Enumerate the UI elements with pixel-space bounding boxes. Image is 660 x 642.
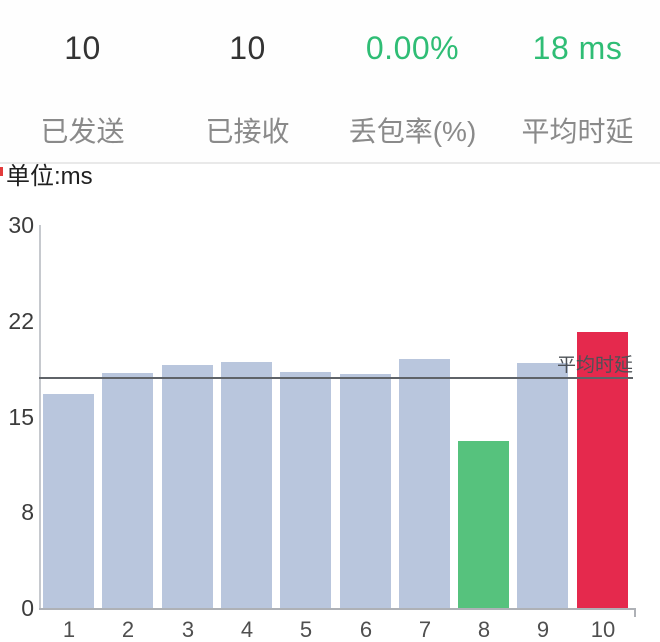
left-edge-red-mark — [0, 167, 3, 176]
stat-packet-loss-label: 丢包率(%) — [348, 116, 477, 147]
y-tick-label: 30 — [8, 212, 34, 238]
bar-chart: 平均时延 30 22 15 8 0 1 2 3 4 5 6 7 8 9 10 — [8, 212, 636, 642]
average-latency-line — [39, 377, 633, 379]
stat-avg-latency: 18 ms 平均时延 — [495, 0, 660, 162]
y-tick-label: 8 — [21, 499, 34, 525]
x-tick-label: 4 — [240, 617, 254, 642]
x-axis-line — [39, 608, 636, 610]
x-tick-label: 7 — [418, 617, 432, 642]
x-axis-end-tick — [634, 608, 636, 617]
x-tick-label: 9 — [536, 617, 550, 642]
bar-6 — [340, 374, 391, 608]
x-tick-label: 6 — [359, 617, 373, 642]
stat-received: 10 已接收 — [165, 0, 330, 162]
stat-avg-latency-value: 18 ms — [532, 30, 623, 66]
bar-2 — [102, 373, 153, 608]
bar-1 — [43, 394, 94, 608]
y-axis-line — [39, 225, 41, 609]
average-latency-line-label: 平均时延 — [556, 355, 633, 376]
x-tick-label: 8 — [477, 617, 491, 642]
stat-packet-loss-value: 0.00% — [365, 30, 460, 66]
bar-5 — [280, 372, 331, 608]
stat-sent-value: 10 — [64, 30, 101, 66]
stat-received-label: 已接收 — [205, 116, 290, 147]
chart-unit-label: 单位:ms — [6, 163, 93, 190]
bar-9 — [517, 363, 568, 608]
x-tick-label: 10 — [590, 617, 616, 642]
bar-4 — [221, 362, 272, 608]
y-tick-label: 15 — [8, 404, 34, 430]
bar-8 — [458, 441, 509, 608]
y-tick-label: 0 — [21, 595, 34, 621]
bar-3 — [162, 365, 213, 608]
x-tick-label: 1 — [62, 617, 76, 642]
stat-received-value: 10 — [229, 30, 266, 66]
x-tick-label: 3 — [181, 617, 195, 642]
stat-sent: 10 已发送 — [0, 0, 165, 162]
x-tick-label: 2 — [121, 617, 135, 642]
bar-7 — [399, 359, 450, 608]
x-tick-label: 5 — [299, 617, 313, 642]
stat-packet-loss: 0.00% 丢包率(%) — [330, 0, 495, 162]
ping-stats-panel: 10 已发送 10 已接收 0.00% 丢包率(%) 18 ms 平均时延 — [0, 0, 660, 164]
stat-sent-label: 已发送 — [40, 116, 125, 147]
stat-avg-latency-label: 平均时延 — [521, 116, 634, 147]
y-tick-label: 22 — [8, 308, 34, 334]
